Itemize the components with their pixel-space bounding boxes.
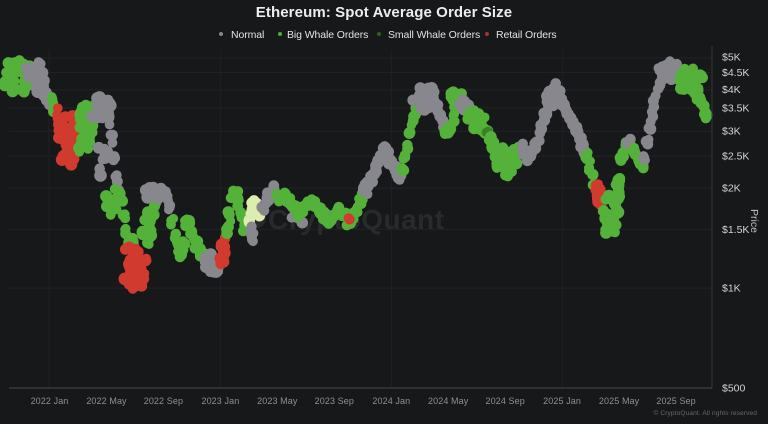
svg-text:$3K: $3K <box>722 126 741 138</box>
svg-text:$5K: $5K <box>722 52 741 64</box>
svg-text:$500: $500 <box>722 383 746 395</box>
svg-text:2025 Sep: 2025 Sep <box>656 396 695 406</box>
svg-text:$4.5K: $4.5K <box>722 67 749 79</box>
svg-text:2022 Jan: 2022 Jan <box>31 396 69 406</box>
svg-text:$1.5K: $1.5K <box>722 224 749 236</box>
svg-text:2022 May: 2022 May <box>86 396 127 406</box>
svg-text:2023 Jan: 2023 Jan <box>201 396 239 406</box>
svg-text:$1K: $1K <box>722 283 741 295</box>
svg-text:$4K: $4K <box>722 84 741 96</box>
svg-text:2023 Sep: 2023 Sep <box>315 396 354 406</box>
svg-text:2022 Sep: 2022 Sep <box>144 396 183 406</box>
svg-text:$2K: $2K <box>722 183 741 195</box>
svg-text:2023 May: 2023 May <box>257 396 298 406</box>
svg-text:$2.5K: $2.5K <box>722 151 749 163</box>
svg-text:Price: Price <box>748 209 760 233</box>
svg-text:2024 Sep: 2024 Sep <box>486 396 525 406</box>
svg-text:2024 Jan: 2024 Jan <box>372 396 410 406</box>
svg-text:2024 May: 2024 May <box>428 396 469 406</box>
svg-text:2025 Jan: 2025 Jan <box>543 396 581 406</box>
svg-text:2025 May: 2025 May <box>599 396 640 406</box>
svg-text:$3.5K: $3.5K <box>722 103 749 115</box>
